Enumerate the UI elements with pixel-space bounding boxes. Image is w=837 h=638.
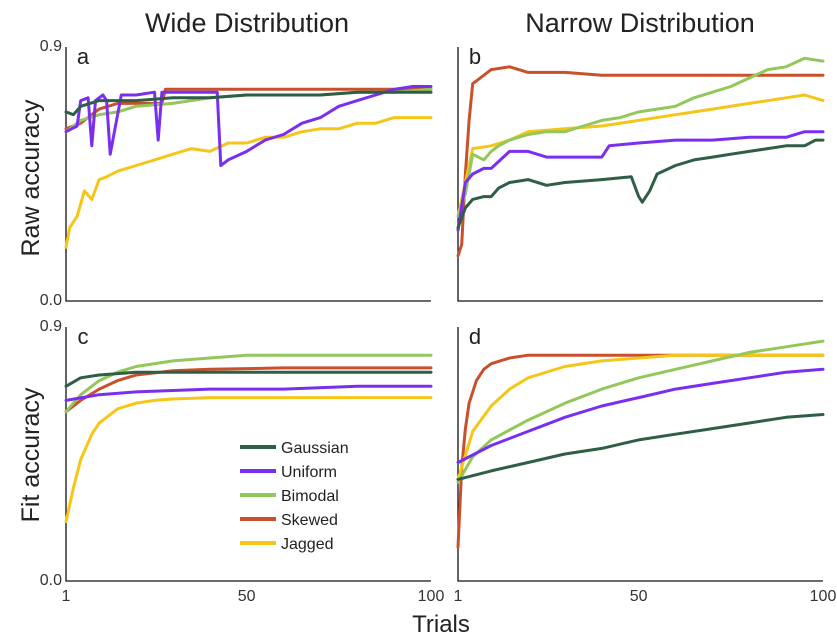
series-line-c-jagged <box>64 396 433 524</box>
legend-label-uniform: Uniform <box>281 464 337 481</box>
panel-a: a 0.0 0.9 <box>40 38 433 309</box>
panel-letter-b: b <box>469 44 481 69</box>
series-line-d-jagged <box>456 353 825 481</box>
series-line-c-bimodal <box>64 353 433 414</box>
axes-d <box>457 327 823 582</box>
series-line-b-uniform <box>456 130 825 232</box>
x-tick-label-c: 1 <box>62 588 71 605</box>
axes-a <box>65 47 431 302</box>
series-line-d-bimodal <box>456 339 825 484</box>
legend: Gaussian Uniform Bimodal Skewed Jagged <box>240 440 349 553</box>
panel-c: c 0.0 0.9 1 50 100 <box>40 318 445 605</box>
series-line-a-jagged <box>64 116 433 249</box>
x-tick-label-d: 100 <box>810 588 837 605</box>
x-tick-label-d: 50 <box>630 588 648 605</box>
col-title-narrow: Narrow Distribution <box>525 8 755 38</box>
row-label-fit: Fit accuracy <box>17 387 45 522</box>
y-tick-label-c: 0.9 <box>40 318 62 335</box>
series-line-c-gaussian <box>64 370 433 388</box>
legend-label-bimodal: Bimodal <box>281 488 339 505</box>
series-line-b-skewed <box>456 65 825 258</box>
series-line-a-uniform <box>64 85 433 167</box>
legend-label-skewed: Skewed <box>281 512 338 529</box>
series-line-d-gaussian <box>456 413 825 481</box>
panel-d: d 1 50 100 <box>454 324 837 605</box>
x-tick-label-c: 50 <box>238 588 256 605</box>
series-line-b-gaussian <box>456 138 825 230</box>
series-line-a-gaussian <box>64 90 433 117</box>
panel-letter-c: c <box>78 324 89 349</box>
col-title-wide: Wide Distribution <box>145 8 349 38</box>
x-axis-label: Trials <box>412 611 470 638</box>
axes-b <box>457 47 823 302</box>
panel-letter-d: d <box>469 324 481 349</box>
series-line-d-skewed <box>456 353 825 549</box>
series-line-b-bimodal <box>456 56 825 218</box>
series-line-b-jagged <box>456 93 825 218</box>
panel-letter-a: a <box>77 44 90 69</box>
y-tick-label-c: 0.0 <box>40 572 62 589</box>
panel-b: b <box>456 44 825 302</box>
legend-label-jagged: Jagged <box>281 536 334 553</box>
x-tick-label-d: 1 <box>454 588 463 605</box>
row-label-raw: Raw accuracy <box>17 99 45 256</box>
series-line-d-uniform <box>456 367 825 464</box>
x-tick-label-c: 100 <box>418 588 445 605</box>
y-tick-label-a: 0.0 <box>40 292 62 309</box>
legend-label-gaussian: Gaussian <box>281 440 349 457</box>
series-line-c-uniform <box>64 384 433 402</box>
y-tick-label-a: 0.9 <box>40 38 62 55</box>
panels-group: a 0.0 0.9 b c 0.0 0.9 1 50 100 d 1 50 100 <box>40 38 837 605</box>
